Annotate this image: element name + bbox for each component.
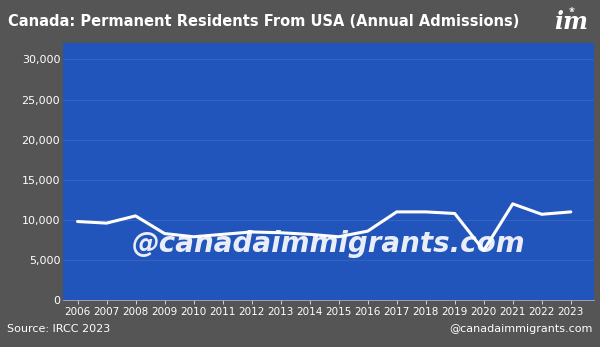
Text: ❀: ❀ — [569, 7, 574, 13]
Text: Source: IRCC 2023: Source: IRCC 2023 — [7, 324, 110, 334]
Text: @canadaimmigrants.com: @canadaimmigrants.com — [449, 324, 593, 334]
Text: im: im — [554, 10, 589, 34]
Text: Canada: Permanent Residents From USA (Annual Admissions): Canada: Permanent Residents From USA (An… — [8, 15, 520, 29]
Text: @canadaimmigrants.com: @canadaimmigrants.com — [132, 230, 526, 258]
